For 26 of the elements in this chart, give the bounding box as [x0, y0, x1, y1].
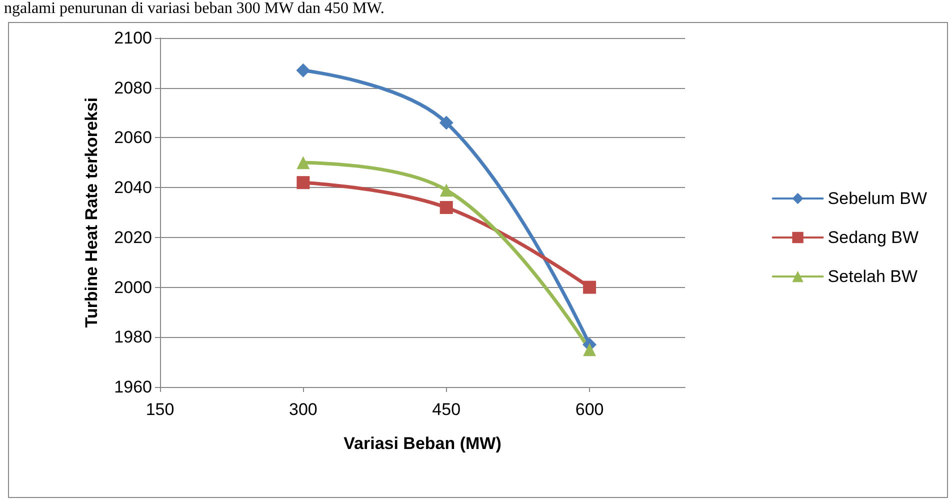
point [439, 116, 454, 130]
y-tick-label: 1980 [114, 328, 152, 347]
x-tick-label: 600 [575, 400, 604, 419]
point [296, 63, 310, 78]
y-tick-label: 2100 [114, 28, 152, 48]
x-tick-label: 300 [288, 400, 318, 419]
y-tick-label: 2020 [114, 228, 152, 247]
point [296, 176, 310, 190]
y-axis-title: Turbine Heat Rate terkoreksi [82, 97, 101, 328]
x-tick-label: 450 [432, 400, 461, 419]
y-tick-label: 2060 [114, 128, 152, 148]
legend-label: Sedang BW [828, 228, 919, 247]
legend-label: Sebelum BW [828, 189, 927, 208]
y-tick-label: 1960 [114, 378, 152, 396]
point [583, 343, 596, 356]
legend-label: Setelah BW [828, 267, 918, 286]
x-tick-label: 150 [146, 400, 174, 419]
point [296, 156, 310, 170]
point [440, 184, 453, 197]
text: ngalami penurunan di variasi beban 300 MW dan 450 MW. [4, 0, 384, 18]
point [440, 201, 453, 214]
y-tick-label: 2080 [114, 78, 152, 98]
x-axis-title: Variasi Beban (MW) [344, 434, 502, 453]
y-tick-label: 2000 [114, 278, 152, 297]
point [583, 280, 596, 294]
y-tick-label: 2040 [114, 178, 152, 198]
